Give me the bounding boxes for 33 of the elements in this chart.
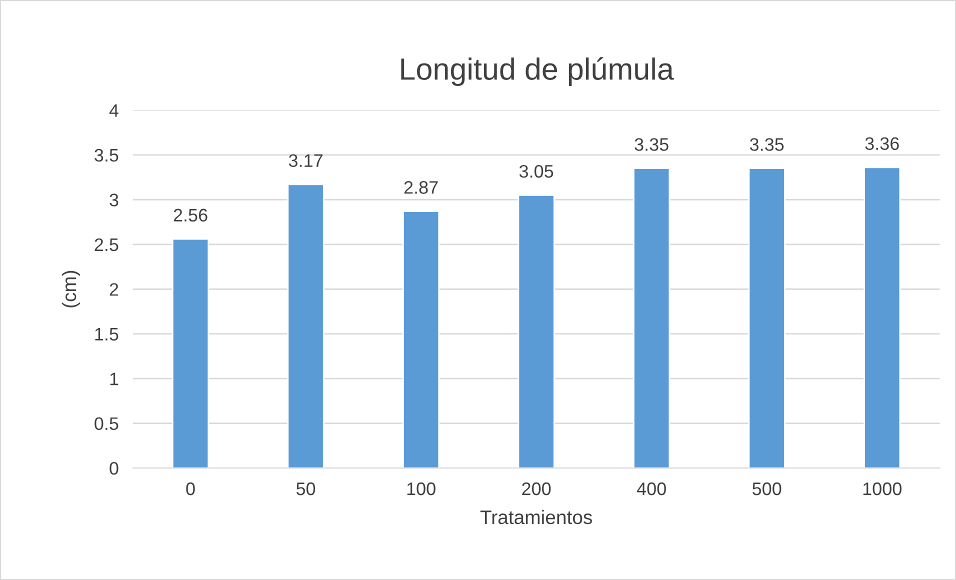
x-tick-label: 200 [522, 482, 551, 496]
bar [864, 166, 901, 468]
y-tick-label: 1.5 [95, 328, 118, 341]
bar [287, 184, 324, 468]
bar [748, 168, 786, 468]
data-label: 2.87 [404, 181, 438, 194]
data-label: 3.17 [288, 154, 322, 167]
data-label: 3.35 [634, 138, 668, 151]
bar [518, 194, 555, 468]
y-tick-label: 1 [110, 372, 118, 386]
y-tick-label: 3.5 [94, 148, 118, 162]
y-tick-label: 0 [110, 462, 118, 475]
y-tick-label: 0.5 [94, 417, 118, 430]
y-tick-label: 2.5 [94, 238, 118, 252]
x-tick-label: 100 [407, 482, 436, 496]
y-tick-label: 3 [110, 194, 118, 206]
data-label: 2.56 [174, 208, 208, 222]
y-tick-label: 2 [110, 283, 118, 296]
data-label: 3.05 [519, 164, 554, 178]
bar [633, 168, 670, 468]
x-tick-label: 50 [296, 482, 316, 496]
x-tick-label: 1000 [863, 482, 902, 496]
y-tick-label: 4 [109, 104, 118, 117]
chart-title: Longitud de plúmula [401, 57, 674, 86]
data-label: 3.36 [865, 137, 899, 150]
x-tick-label: 500 [752, 482, 782, 496]
y-axis-title: (cm) [62, 270, 80, 308]
data-label: 3.35 [750, 138, 784, 151]
x-tick-label: 0 [186, 482, 195, 496]
bar [172, 238, 210, 468]
x-tick-label: 400 [636, 482, 666, 496]
x-axis-title: Tratamientos [480, 510, 592, 524]
bar [402, 210, 440, 468]
